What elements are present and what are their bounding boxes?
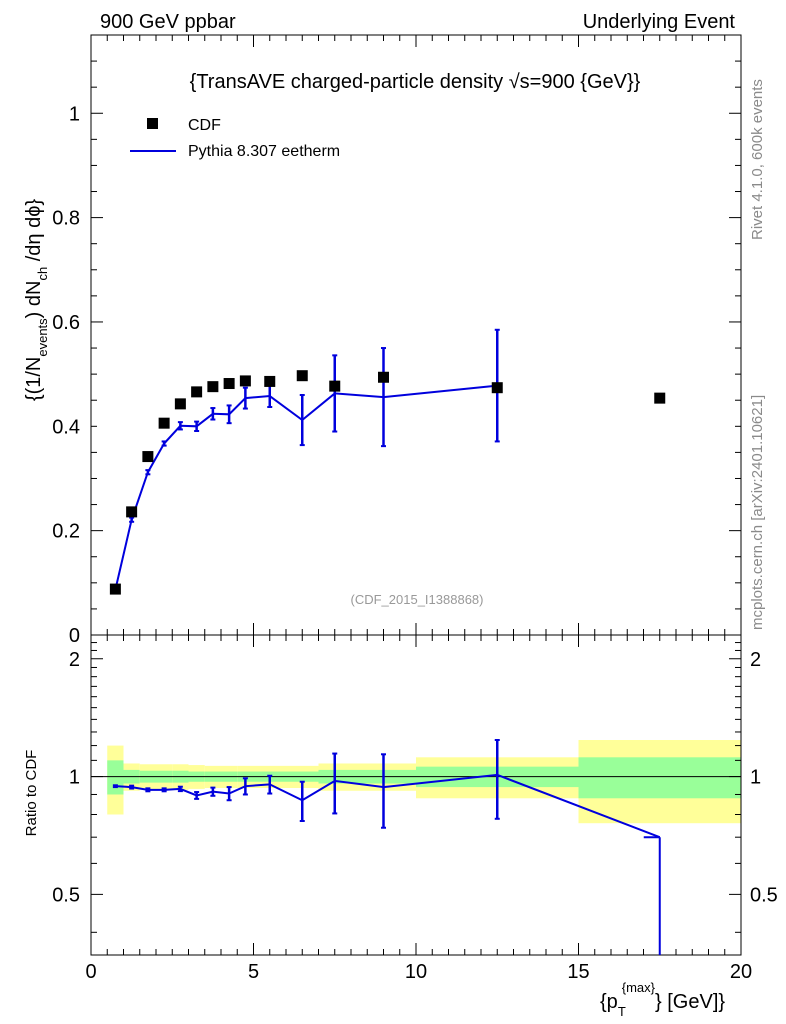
y-axis-label: {(1/Nevents) dNch /dη dϕ} xyxy=(23,199,50,402)
ratio-band-green-0 xyxy=(107,760,124,795)
x-tick-label: 10 xyxy=(405,961,427,983)
data-point xyxy=(158,417,170,429)
ratio-y-label: Ratio to CDF xyxy=(23,750,40,837)
x-axis-label: {pT{max}} [GeV]} xyxy=(600,980,725,1019)
rivet-label: Rivet 4.1.0, 600k events xyxy=(749,79,766,240)
data-point xyxy=(378,371,389,383)
legend-marker-cdf xyxy=(147,118,158,129)
ratio-tick-label-right: 1 xyxy=(750,767,761,789)
svg-text:{(1/Nevents) dNch /dη dϕ}: {(1/Nevents) dNch /dη dϕ} xyxy=(23,199,50,402)
mc-series xyxy=(112,328,661,955)
data-point xyxy=(329,380,341,392)
ratio-tick-label: 0.5 xyxy=(52,884,80,906)
ratio-band-green-14 xyxy=(578,757,741,799)
legend-label-mc: Pythia 8.307 eetherm xyxy=(188,143,340,160)
axes: 0 5 10 15 20 0 0.2 0.4 0.6 0.8 1 0.5 0.5 1 1 2 2 xyxy=(52,34,778,983)
ratio-uncertainty-bands xyxy=(107,740,741,824)
data-point xyxy=(174,398,186,410)
data-point xyxy=(223,378,235,390)
data-point xyxy=(239,375,251,387)
data-point xyxy=(126,506,138,518)
legend-label-cdf: CDF xyxy=(188,117,221,134)
mcplots-label: mcplots.cern.ch [arXiv:2401.10621] xyxy=(749,395,766,630)
svg-text:{pT{max}} [GeV]}: {pT{max}} [GeV]} xyxy=(600,980,725,1019)
data-point xyxy=(142,451,154,463)
header-left: 900 GeV ppbar xyxy=(100,11,236,33)
legend: CDF Pythia 8.307 eetherm xyxy=(130,117,340,160)
ratio-tick-label-right: 2 xyxy=(750,649,761,671)
data-point xyxy=(264,375,276,387)
ratio-tick-label: 1 xyxy=(69,767,80,789)
ratio-tick-label-right: 0.5 xyxy=(750,884,778,906)
data-series xyxy=(109,370,666,595)
data-point xyxy=(491,382,503,394)
x-tick-label: 0 xyxy=(85,961,96,983)
y-tick-label: 0.2 xyxy=(52,521,80,543)
data-point xyxy=(654,392,666,404)
y-tick-label: 0.8 xyxy=(52,208,80,230)
data-point xyxy=(109,583,121,595)
data-point xyxy=(296,370,308,382)
data-point xyxy=(207,381,219,393)
mc-line xyxy=(114,384,498,590)
x-tick-label: 5 xyxy=(248,961,259,983)
x-tick-label: 20 xyxy=(730,961,752,983)
chart-title: {TransAVE charged-particle density √s=90… xyxy=(190,71,641,93)
ratio-tick-label: 2 xyxy=(69,649,80,671)
header-right: Underlying Event xyxy=(583,11,736,33)
data-point xyxy=(191,386,203,398)
x-tick-label: 15 xyxy=(567,961,589,983)
analysis-id: (CDF_2015_I1388868) xyxy=(351,592,484,607)
y-tick-label: 0.6 xyxy=(52,312,80,334)
y-tick-label: 1 xyxy=(69,103,80,125)
y-tick-label: 0.4 xyxy=(52,416,80,438)
y-tick-label: 0 xyxy=(69,625,80,647)
